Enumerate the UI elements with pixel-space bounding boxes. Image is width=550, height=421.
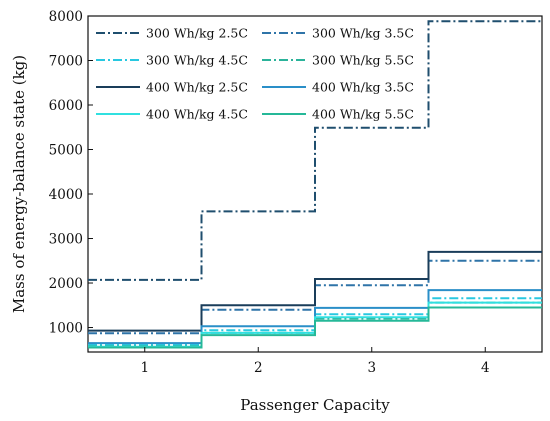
legend-label: 300 Wh/kg 3.5C (312, 26, 414, 41)
series-line-8 (88, 306, 542, 349)
y-tick-label: 2000 (49, 276, 83, 292)
legend-label: 400 Wh/kg 3.5C (312, 80, 414, 95)
legend-label: 400 Wh/kg 2.5C (146, 80, 248, 95)
x-tick-label: 1 (140, 360, 149, 376)
y-axis-title: Mass of energy-balance state (kg) (10, 55, 28, 313)
series-layer (88, 20, 542, 349)
y-tick-label: 3000 (49, 232, 83, 248)
x-axis-title: Passenger Capacity (240, 396, 390, 414)
legend-label: 300 Wh/kg 5.5C (312, 53, 414, 68)
y-tick-label: 4000 (49, 187, 83, 203)
y-tick-label: 5000 (49, 143, 83, 159)
y-tick-label: 1000 (49, 321, 83, 337)
series-line-1 (88, 20, 542, 281)
y-tick-label: 6000 (49, 98, 83, 114)
x-axis-ticks: 1 2 3 4 (140, 347, 490, 376)
x-tick-label: 3 (367, 360, 376, 376)
x-tick-label: 4 (481, 360, 490, 376)
legend-label: 400 Wh/kg 5.5C (312, 107, 414, 122)
y-tick-label: 8000 (49, 9, 83, 25)
legend: 300 Wh/kg 2.5C 300 Wh/kg 3.5C 300 Wh/kg 4.… (96, 26, 414, 122)
y-tick-label: 7000 (49, 54, 83, 70)
y-axis-ticks: 1000 2000 3000 4000 5000 6000 7000 8000 (49, 9, 93, 337)
legend-label: 300 Wh/kg 4.5C (146, 53, 248, 68)
x-tick-label: 2 (254, 360, 263, 376)
legend-label: 400 Wh/kg 4.5C (146, 107, 248, 122)
legend-label: 300 Wh/kg 2.5C (146, 26, 248, 41)
